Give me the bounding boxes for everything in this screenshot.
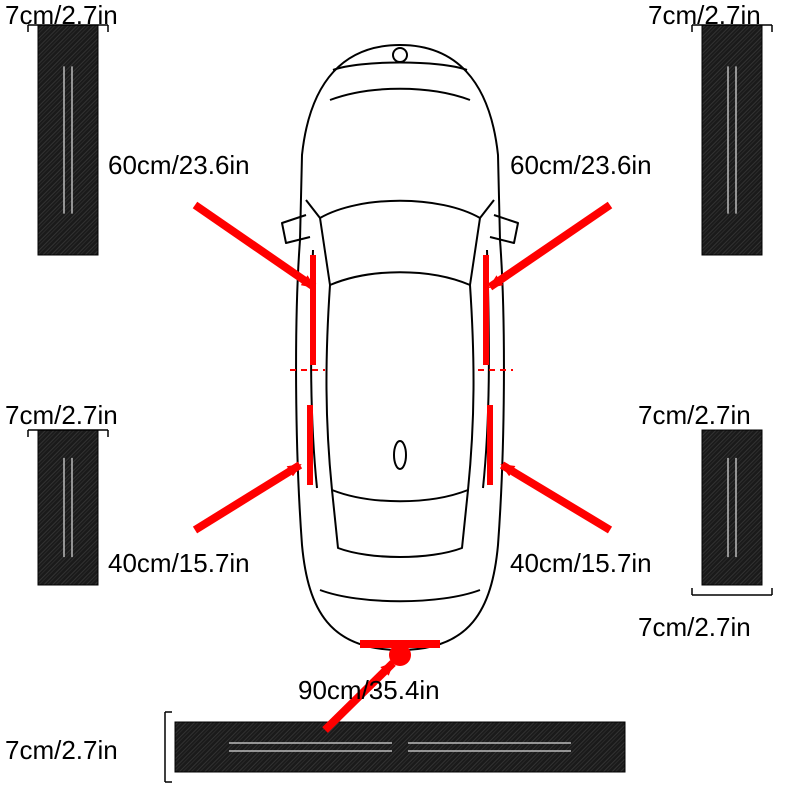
sill-highlight-bars	[307, 255, 493, 648]
dim-label: 60cm/23.6in	[510, 150, 652, 181]
sill-bar	[483, 255, 489, 365]
dim-label: 7cm/2.7in	[5, 735, 118, 766]
dim-label: 40cm/15.7in	[510, 548, 652, 579]
dim-label: 7cm/2.7in	[638, 400, 751, 431]
car-outline	[282, 45, 518, 650]
strip-front-left	[38, 25, 98, 255]
callout-arrow	[195, 465, 300, 530]
dim-label: 7cm/2.7in	[648, 0, 761, 31]
dim-label: 7cm/2.7in	[638, 612, 751, 643]
trunk-marker-dot	[389, 644, 411, 666]
callout-arrow	[490, 205, 610, 287]
dim-label: 40cm/15.7in	[108, 548, 250, 579]
dim-label: 7cm/2.7in	[5, 400, 118, 431]
callout-arrow	[502, 465, 610, 530]
strip-rear-right	[702, 430, 762, 585]
dim-label: 60cm/23.6in	[108, 150, 250, 181]
dim-label: 90cm/35.4in	[298, 675, 440, 706]
strip-rear-left	[38, 430, 98, 585]
diagram-stage: 7cm/2.7in 7cm/2.7in 60cm/23.6in 60cm/23.…	[0, 0, 800, 800]
sill-bar	[487, 405, 493, 485]
strip-front-right	[702, 25, 762, 255]
sill-bar	[310, 255, 316, 365]
sill-bar	[307, 405, 313, 485]
dim-label: 7cm/2.7in	[5, 0, 118, 31]
